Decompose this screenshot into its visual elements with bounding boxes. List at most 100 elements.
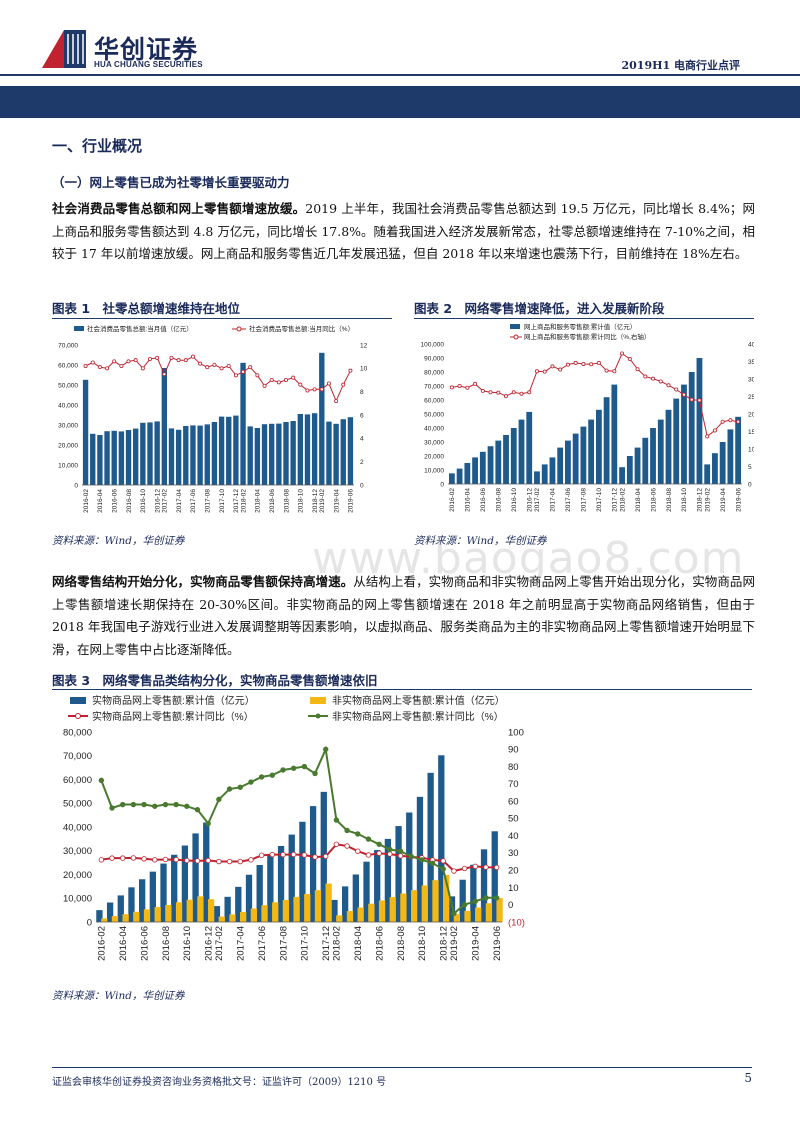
line-point — [312, 854, 318, 860]
line-point — [140, 366, 145, 371]
bar-physical — [374, 850, 381, 922]
bar — [254, 428, 261, 485]
y-tick-label: 40,000 — [63, 822, 92, 833]
bar-physical — [224, 896, 231, 922]
line-point — [658, 379, 663, 384]
bar-nonphysical — [400, 893, 407, 922]
line-point — [120, 855, 126, 861]
bar — [518, 419, 525, 484]
bar — [276, 423, 282, 485]
bar-nonphysical — [272, 902, 279, 922]
line-point — [83, 364, 88, 369]
y-tick-label: 0 — [87, 917, 92, 928]
y-tick-label: 30,000 — [58, 422, 78, 429]
line-point — [269, 851, 275, 858]
x-tick-label: 2018-12 — [439, 926, 450, 961]
line-point — [397, 853, 404, 859]
bar — [304, 414, 311, 485]
bar-physical — [203, 822, 210, 922]
bar-physical — [288, 834, 295, 922]
bar — [133, 428, 139, 485]
x-tick-label: 2017-10 — [219, 489, 226, 513]
line-point — [112, 359, 117, 364]
line-point — [269, 378, 274, 383]
y2-tick-label: 0 — [360, 482, 364, 489]
bar-nonphysical — [389, 897, 396, 922]
y2-tick-label: 4 — [360, 436, 364, 443]
line-point — [248, 857, 254, 863]
bar — [333, 423, 339, 485]
bar-nonphysical — [154, 907, 161, 922]
brand-logo — [42, 30, 86, 68]
line-point — [119, 364, 124, 369]
x-tick-label: 2016-06 — [139, 926, 150, 961]
x-tick-label: 2019-04 — [333, 489, 340, 513]
y2-tick-label: 6 — [360, 412, 364, 419]
x-tick-label: 2017-08 — [205, 489, 212, 513]
bar — [125, 430, 132, 485]
header-band — [0, 86, 800, 118]
line-point — [326, 381, 331, 386]
line-point-2 — [301, 763, 308, 770]
y-tick-label: 20,000 — [424, 453, 444, 460]
line-point-2 — [365, 836, 372, 842]
x-tick-label: 2016-12 — [204, 926, 215, 961]
line-point — [341, 382, 346, 387]
bar — [510, 428, 517, 484]
line-point-2 — [440, 866, 446, 872]
line-point — [573, 360, 578, 365]
figure-1-source: 资料来源：Wind，华创证券 — [52, 535, 185, 547]
bar — [297, 414, 303, 485]
line-point — [130, 855, 137, 861]
line-point-2 — [226, 786, 233, 792]
y2-tick-label: 2 — [360, 459, 364, 466]
y2-tick-label: (10) — [508, 917, 525, 928]
figure-3-rule — [52, 689, 752, 690]
bar — [161, 368, 167, 485]
line-point — [736, 419, 741, 424]
bar-physical — [299, 821, 306, 922]
line-point-2 — [397, 848, 404, 854]
bar-nonphysical — [122, 914, 129, 922]
line-point — [105, 366, 110, 371]
line-point — [689, 397, 694, 402]
line-point — [565, 362, 570, 367]
line-point — [173, 856, 179, 863]
y-tick-label: 80,000 — [424, 369, 444, 376]
line-point — [162, 372, 167, 377]
bar — [541, 464, 548, 484]
brand-logo-icon — [42, 30, 86, 68]
line-point — [98, 857, 105, 863]
x-tick-label: 2016-04 — [465, 488, 472, 512]
line-point — [387, 851, 393, 857]
bar-physical — [395, 826, 402, 922]
bar-nonphysical — [143, 909, 151, 922]
x-tick-label: 2018-10 — [417, 926, 428, 961]
y-tick-label: 80,000 — [63, 727, 92, 738]
y2-tick-label: 35 — [748, 359, 754, 366]
brand-name-cn: 华创证券 — [94, 35, 199, 64]
bar-physical — [384, 838, 392, 922]
line-point-2 — [194, 807, 201, 813]
x-tick-label: 2016-04 — [97, 489, 104, 513]
line-point — [355, 848, 361, 854]
line-point — [319, 387, 324, 392]
x-tick-label: 2016-08 — [496, 488, 503, 512]
x-tick-label: 2017-06 — [190, 489, 197, 513]
x-tick-label: 2017-02 — [534, 488, 541, 512]
x-tick-label: 2018-02 — [619, 488, 626, 512]
bar-physical — [309, 806, 317, 922]
line-point — [461, 865, 468, 872]
line-point-2 — [280, 767, 286, 773]
y2-tick-label: 60 — [508, 796, 519, 807]
y-tick-label: 0 — [440, 481, 444, 488]
x-tick-label: 2017-02 — [162, 489, 169, 513]
y-tick-label: 30,000 — [424, 439, 444, 446]
line-point — [376, 850, 382, 856]
x-tick-label: 2018-04 — [635, 488, 642, 512]
line-point — [148, 357, 153, 362]
bar — [626, 456, 633, 484]
bar-physical — [363, 861, 370, 922]
bar — [175, 429, 182, 485]
line-point — [276, 380, 281, 385]
